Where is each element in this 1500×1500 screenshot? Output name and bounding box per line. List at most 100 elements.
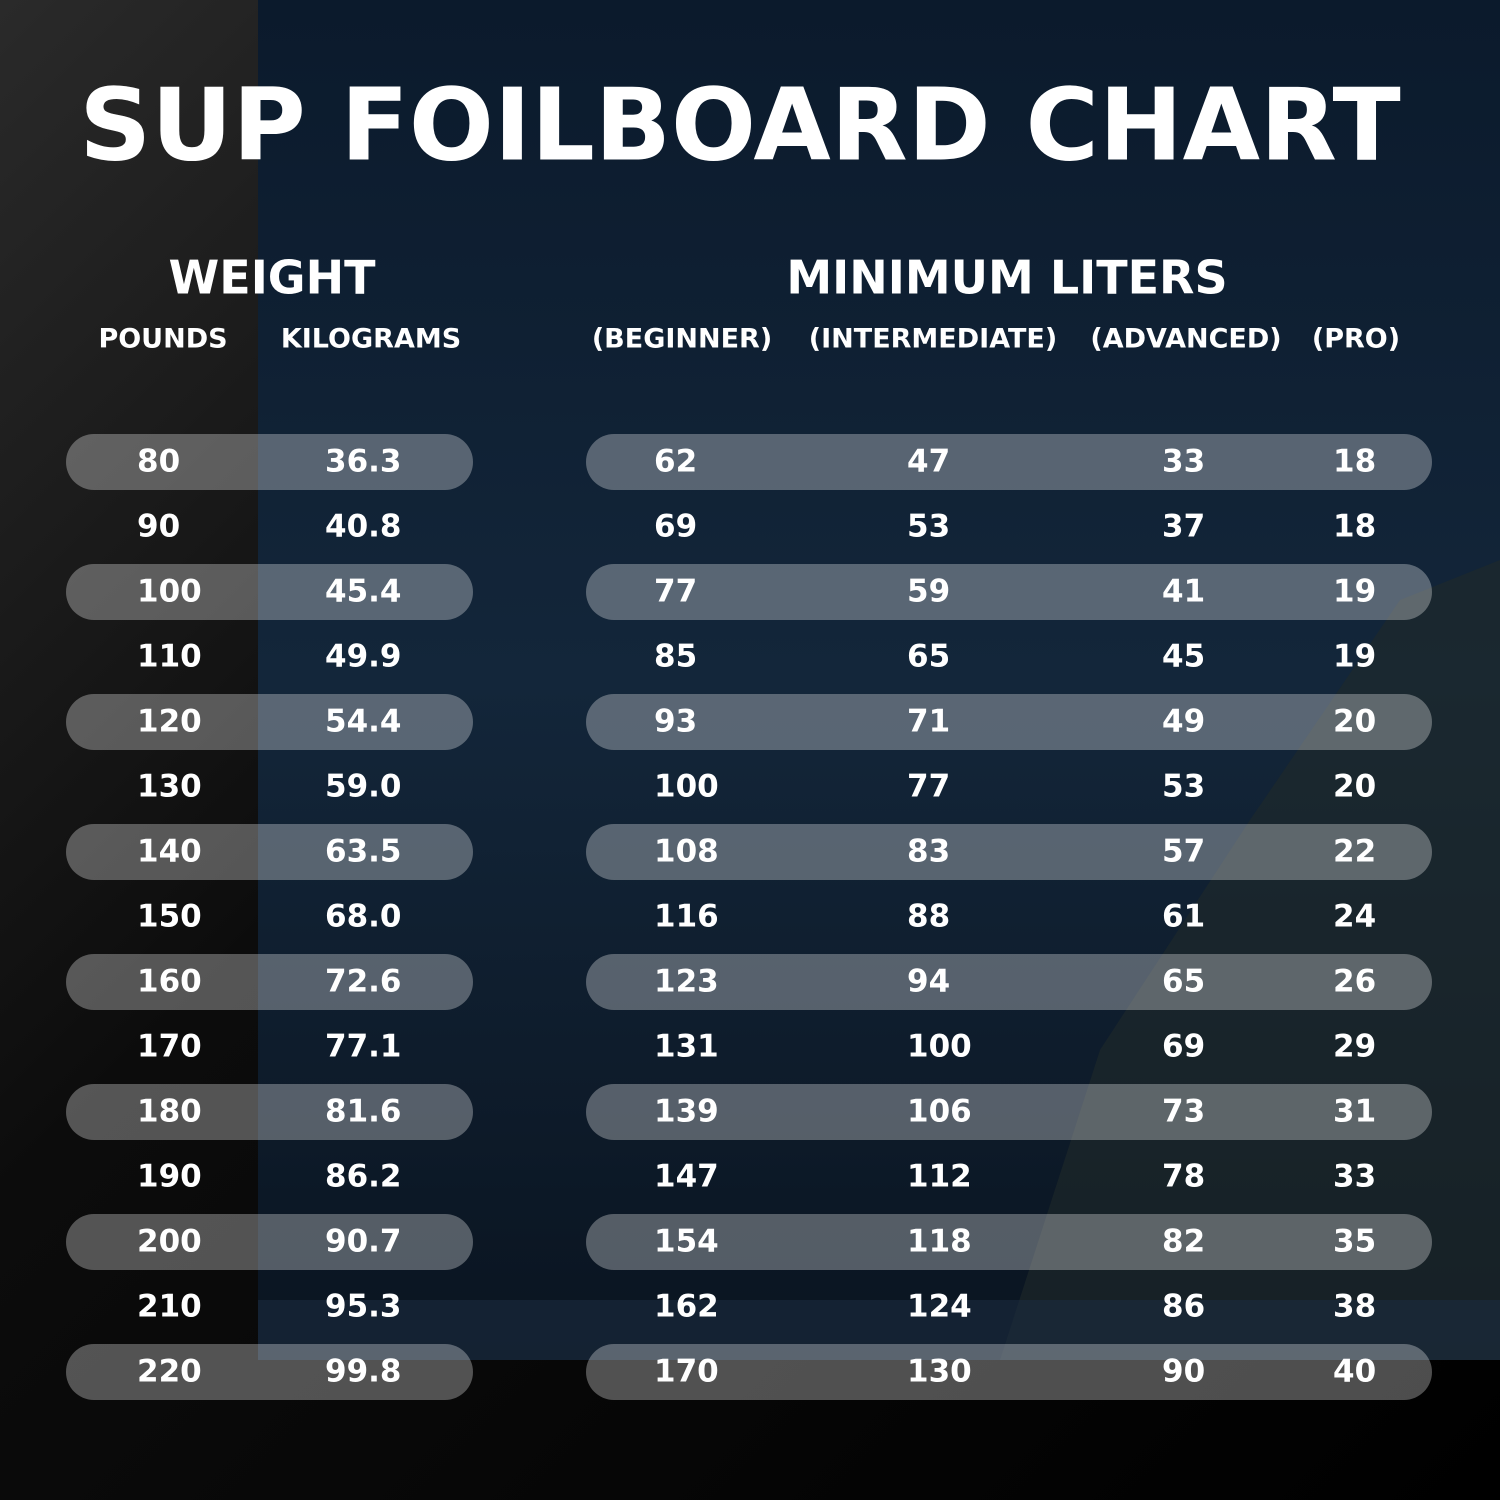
table-cell: 81.6 bbox=[325, 1094, 402, 1130]
table-cell: 99.8 bbox=[325, 1354, 402, 1390]
row-pill bbox=[66, 824, 473, 880]
table-cell: 100 bbox=[654, 769, 719, 805]
table-cell: 77.1 bbox=[325, 1029, 402, 1065]
column-header: (PRO) bbox=[1312, 324, 1400, 355]
table-cell: 130 bbox=[907, 1354, 972, 1390]
table-cell: 33 bbox=[1333, 1159, 1376, 1195]
table-cell: 53 bbox=[1162, 769, 1205, 805]
table-cell: 53 bbox=[907, 509, 950, 545]
table-cell: 190 bbox=[137, 1159, 202, 1195]
table-cell: 162 bbox=[654, 1289, 719, 1325]
table-cell: 38 bbox=[1333, 1289, 1376, 1325]
table-cell: 180 bbox=[137, 1094, 202, 1130]
title: SUP FOILBOARD CHART bbox=[79, 66, 1401, 183]
group-header: WEIGHT bbox=[169, 251, 377, 305]
table-cell: 116 bbox=[654, 899, 719, 935]
table-cell: 49.9 bbox=[325, 639, 402, 675]
column-header: KILOGRAMS bbox=[281, 324, 461, 355]
table-cell: 140 bbox=[137, 834, 202, 870]
table-cell: 31 bbox=[1333, 1094, 1376, 1130]
row-pill bbox=[66, 954, 473, 1010]
table-cell: 37 bbox=[1162, 509, 1205, 545]
row-pill bbox=[66, 564, 473, 620]
row-pill bbox=[586, 1214, 1432, 1270]
table-cell: 220 bbox=[137, 1354, 202, 1390]
table-cell: 94 bbox=[907, 964, 950, 1000]
table-cell: 18 bbox=[1333, 444, 1376, 480]
table-cell: 100 bbox=[137, 574, 202, 610]
table-cell: 106 bbox=[907, 1094, 972, 1130]
table-cell: 110 bbox=[137, 639, 202, 675]
table-cell: 63.5 bbox=[325, 834, 402, 870]
water bbox=[258, 1300, 1500, 1360]
table-cell: 154 bbox=[654, 1224, 719, 1260]
table-cell: 108 bbox=[654, 834, 719, 870]
table-cell: 26 bbox=[1333, 964, 1376, 1000]
table-cell: 72.6 bbox=[325, 964, 402, 1000]
table-cell: 40.8 bbox=[325, 509, 402, 545]
table-cell: 118 bbox=[907, 1224, 972, 1260]
row-pill bbox=[66, 1084, 473, 1140]
table-cell: 61 bbox=[1162, 899, 1205, 935]
table-cell: 33 bbox=[1162, 444, 1205, 480]
table-cell: 69 bbox=[1162, 1029, 1205, 1065]
table-cell: 45.4 bbox=[325, 574, 402, 610]
table-cell: 49 bbox=[1162, 704, 1205, 740]
table-cell: 95.3 bbox=[325, 1289, 402, 1325]
table-cell: 65 bbox=[907, 639, 950, 675]
table-cell: 59 bbox=[907, 574, 950, 610]
table-cell: 22 bbox=[1333, 834, 1376, 870]
table-cell: 88 bbox=[907, 899, 950, 935]
table-cell: 78 bbox=[1162, 1159, 1205, 1195]
table-cell: 210 bbox=[137, 1289, 202, 1325]
row-pill bbox=[66, 694, 473, 750]
table-cell: 170 bbox=[137, 1029, 202, 1065]
table-cell: 73 bbox=[1162, 1094, 1205, 1130]
table-cell: 19 bbox=[1333, 639, 1376, 675]
table-cell: 71 bbox=[907, 704, 950, 740]
group-header: MINIMUM LITERS bbox=[786, 251, 1227, 305]
table-cell: 54.4 bbox=[325, 704, 402, 740]
table-cell: 68.0 bbox=[325, 899, 402, 935]
table-cell: 41 bbox=[1162, 574, 1205, 610]
table-cell: 147 bbox=[654, 1159, 719, 1195]
table-cell: 170 bbox=[654, 1354, 719, 1390]
table-cell: 40 bbox=[1333, 1354, 1376, 1390]
row-pill bbox=[66, 1344, 473, 1400]
table-cell: 86 bbox=[1162, 1289, 1205, 1325]
column-header: POUNDS bbox=[98, 324, 227, 355]
table-cell: 124 bbox=[907, 1289, 972, 1325]
table-cell: 130 bbox=[137, 769, 202, 805]
row-pill bbox=[586, 434, 1432, 490]
table-cell: 200 bbox=[137, 1224, 202, 1260]
table-cell: 19 bbox=[1333, 574, 1376, 610]
column-header: (INTERMEDIATE) bbox=[809, 324, 1057, 355]
table-cell: 59.0 bbox=[325, 769, 402, 805]
table-cell: 47 bbox=[907, 444, 950, 480]
table-cell: 150 bbox=[137, 899, 202, 935]
table-cell: 20 bbox=[1333, 704, 1376, 740]
table-cell: 123 bbox=[654, 964, 719, 1000]
table-cell: 120 bbox=[137, 704, 202, 740]
table-cell: 112 bbox=[907, 1159, 972, 1195]
column-header: (BEGINNER) bbox=[592, 324, 772, 355]
table-cell: 77 bbox=[907, 769, 950, 805]
table-cell: 86.2 bbox=[325, 1159, 402, 1195]
table-cell: 62 bbox=[654, 444, 697, 480]
table-cell: 93 bbox=[654, 704, 697, 740]
table-cell: 45 bbox=[1162, 639, 1205, 675]
row-pill bbox=[586, 564, 1432, 620]
table-cell: 20 bbox=[1333, 769, 1376, 805]
row-pill bbox=[66, 434, 473, 490]
table-cell: 83 bbox=[907, 834, 950, 870]
table-cell: 18 bbox=[1333, 509, 1376, 545]
table-cell: 90 bbox=[137, 509, 180, 545]
table-cell: 139 bbox=[654, 1094, 719, 1130]
table-cell: 160 bbox=[137, 964, 202, 1000]
table-cell: 90 bbox=[1162, 1354, 1205, 1390]
table-cell: 77 bbox=[654, 574, 697, 610]
row-pill bbox=[586, 1084, 1432, 1140]
table-cell: 100 bbox=[907, 1029, 972, 1065]
